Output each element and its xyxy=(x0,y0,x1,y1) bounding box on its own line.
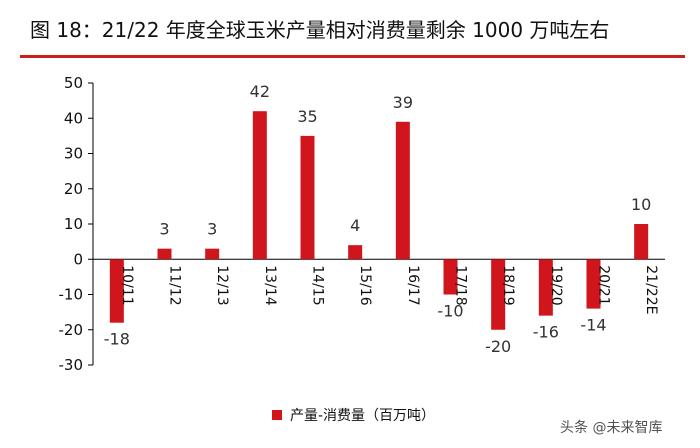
bar xyxy=(634,224,649,260)
y-tick-label: 0 xyxy=(73,250,83,268)
data-label: -10 xyxy=(437,302,463,321)
legend: 产量-消费量（百万吨） xyxy=(272,405,435,425)
data-label: 35 xyxy=(297,107,317,126)
y-tick-label: -30 xyxy=(59,356,84,374)
data-label: 3 xyxy=(207,220,217,239)
category-label: 13/14 xyxy=(262,265,278,305)
figure-title: 图 18：21/22 年度全球玉米产量相对消费量剩余 1000 万吨左右 xyxy=(30,18,610,42)
bar xyxy=(157,248,172,260)
category-label: 19/20 xyxy=(548,265,564,305)
category-label: 21/22E xyxy=(643,265,659,314)
bar xyxy=(300,135,315,260)
bar xyxy=(443,259,458,295)
bar xyxy=(205,248,220,260)
y-tick-label: 10 xyxy=(64,215,83,233)
y-tick-label: 20 xyxy=(64,180,83,198)
category-label: 10/11 xyxy=(119,265,135,305)
category-label: 16/17 xyxy=(405,265,421,305)
bar xyxy=(491,259,506,330)
category-label: 14/15 xyxy=(310,265,326,305)
y-tick-label: -20 xyxy=(59,321,84,339)
y-tick-label: 40 xyxy=(64,109,83,127)
bar-chart: 50 40 30 20 10 0 -10 -20 -30 -18 10/11 3 11/12 3 12/13… xyxy=(59,74,665,374)
category-label: 12/13 xyxy=(214,265,230,305)
bar xyxy=(109,259,124,323)
bar xyxy=(252,111,267,260)
bar xyxy=(586,259,601,309)
y-tick-label: 30 xyxy=(64,145,83,163)
y-tick-label: -10 xyxy=(59,286,84,304)
category-label: 15/16 xyxy=(357,265,373,305)
data-label: -20 xyxy=(485,337,511,356)
bar xyxy=(538,259,553,316)
data-label: 4 xyxy=(350,216,360,235)
data-label: 10 xyxy=(631,195,651,214)
data-label: 42 xyxy=(250,82,270,101)
legend-swatch xyxy=(272,410,282,420)
data-label: -16 xyxy=(533,323,559,342)
data-label: 39 xyxy=(393,93,413,112)
y-tick-label: 50 xyxy=(64,74,83,92)
data-label: -18 xyxy=(104,330,130,349)
watermark: 头条 @未来智库 xyxy=(560,420,663,436)
data-label: -14 xyxy=(580,316,606,335)
legend-label: 产量-消费量（百万吨） xyxy=(290,408,436,424)
category-label: 11/12 xyxy=(167,265,183,305)
data-label: 3 xyxy=(159,220,169,239)
title-rule xyxy=(20,55,685,58)
bar xyxy=(395,121,410,260)
category-label: 20/21 xyxy=(596,265,612,305)
bar xyxy=(348,245,363,260)
category-label: 17/18 xyxy=(453,265,469,305)
category-label: 18/19 xyxy=(500,265,516,305)
